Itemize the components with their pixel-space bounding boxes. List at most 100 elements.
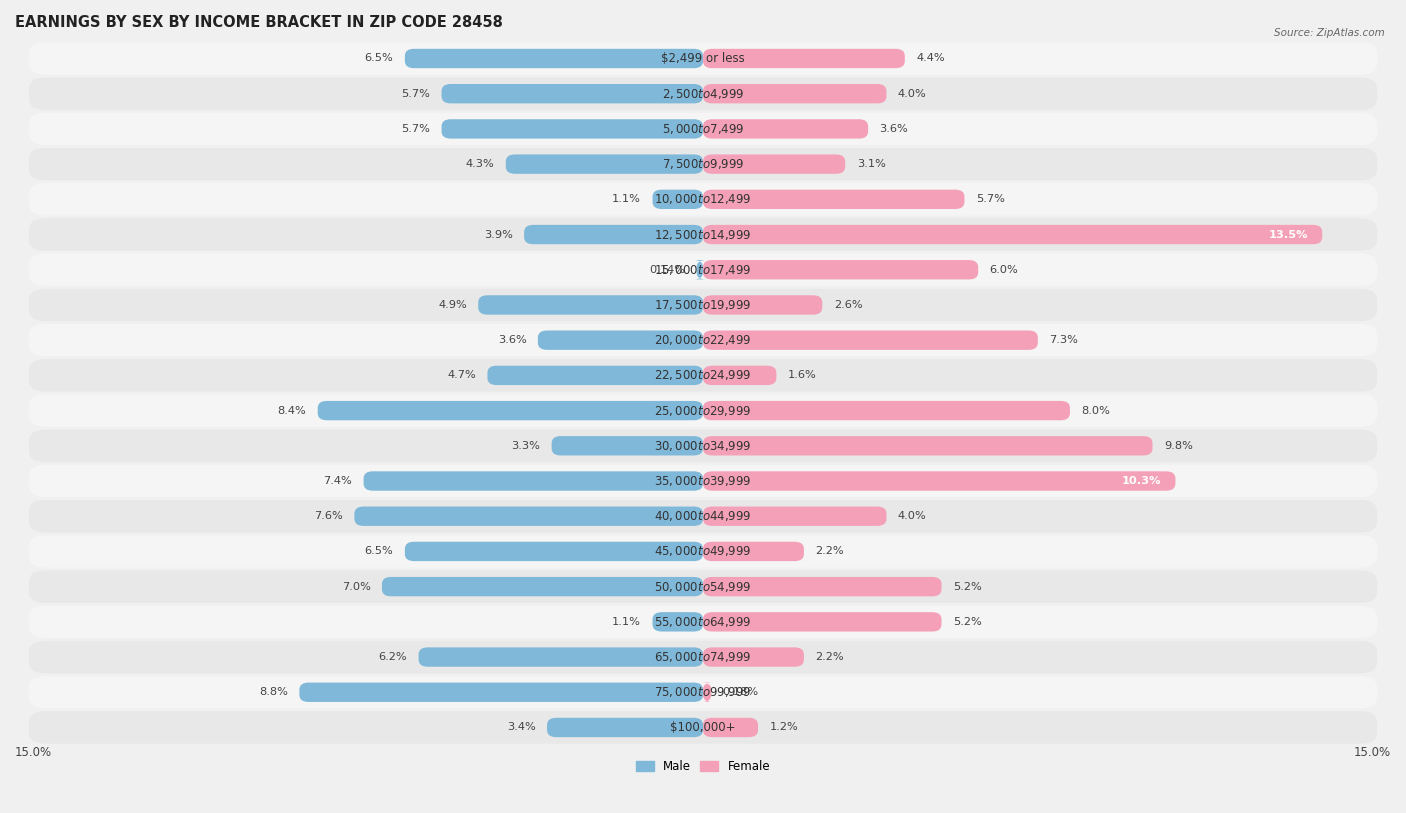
FancyBboxPatch shape [28, 77, 1378, 110]
Text: 0.14%: 0.14% [650, 265, 685, 275]
Text: 15.0%: 15.0% [1354, 746, 1391, 759]
FancyBboxPatch shape [28, 711, 1378, 744]
Text: $65,000 to $74,999: $65,000 to $74,999 [654, 650, 752, 664]
Text: $2,499 or less: $2,499 or less [661, 52, 745, 65]
Text: 6.5%: 6.5% [364, 546, 394, 556]
Text: 5.7%: 5.7% [976, 194, 1005, 204]
FancyBboxPatch shape [703, 225, 1322, 244]
FancyBboxPatch shape [28, 359, 1378, 392]
Text: 3.9%: 3.9% [484, 229, 513, 240]
FancyBboxPatch shape [28, 394, 1378, 427]
FancyBboxPatch shape [703, 718, 758, 737]
Text: 5.2%: 5.2% [953, 617, 981, 627]
Text: 2.6%: 2.6% [834, 300, 862, 310]
Text: $45,000 to $49,999: $45,000 to $49,999 [654, 545, 752, 559]
FancyBboxPatch shape [488, 366, 703, 385]
Text: $55,000 to $64,999: $55,000 to $64,999 [654, 615, 752, 628]
FancyBboxPatch shape [703, 120, 868, 138]
FancyBboxPatch shape [28, 606, 1378, 638]
FancyBboxPatch shape [28, 254, 1378, 286]
FancyBboxPatch shape [28, 429, 1378, 462]
Text: 4.3%: 4.3% [465, 159, 495, 169]
FancyBboxPatch shape [693, 260, 706, 280]
Text: 3.6%: 3.6% [880, 124, 908, 134]
FancyBboxPatch shape [28, 641, 1378, 673]
FancyBboxPatch shape [652, 189, 703, 209]
Text: 4.7%: 4.7% [447, 371, 477, 380]
FancyBboxPatch shape [703, 506, 886, 526]
FancyBboxPatch shape [299, 683, 703, 702]
Text: 13.5%: 13.5% [1270, 229, 1309, 240]
Text: 1.6%: 1.6% [787, 371, 817, 380]
Text: 6.2%: 6.2% [378, 652, 408, 662]
Text: 3.6%: 3.6% [498, 335, 526, 346]
Text: $20,000 to $22,499: $20,000 to $22,499 [654, 333, 752, 347]
Text: $2,500 to $4,999: $2,500 to $4,999 [662, 87, 744, 101]
Text: EARNINGS BY SEX BY INCOME BRACKET IN ZIP CODE 28458: EARNINGS BY SEX BY INCOME BRACKET IN ZIP… [15, 15, 503, 30]
Text: 5.7%: 5.7% [401, 89, 430, 98]
FancyBboxPatch shape [28, 676, 1378, 708]
FancyBboxPatch shape [28, 571, 1378, 602]
Text: $75,000 to $99,999: $75,000 to $99,999 [654, 685, 752, 699]
Text: 5.2%: 5.2% [953, 581, 981, 592]
FancyBboxPatch shape [702, 683, 713, 702]
Text: 9.8%: 9.8% [1164, 441, 1192, 450]
Text: 4.0%: 4.0% [898, 89, 927, 98]
Text: $15,000 to $17,499: $15,000 to $17,499 [654, 263, 752, 276]
FancyBboxPatch shape [28, 42, 1378, 75]
Text: $10,000 to $12,499: $10,000 to $12,499 [654, 193, 752, 207]
Text: 1.2%: 1.2% [769, 723, 799, 733]
Text: $35,000 to $39,999: $35,000 to $39,999 [654, 474, 752, 488]
FancyBboxPatch shape [28, 535, 1378, 567]
Text: 7.4%: 7.4% [323, 476, 352, 486]
FancyBboxPatch shape [703, 366, 776, 385]
Text: 2.2%: 2.2% [815, 546, 844, 556]
Text: 6.0%: 6.0% [990, 265, 1018, 275]
FancyBboxPatch shape [28, 219, 1378, 250]
Text: 7.0%: 7.0% [342, 581, 370, 592]
Text: $100,000+: $100,000+ [671, 721, 735, 734]
Text: 1.1%: 1.1% [612, 617, 641, 627]
Text: $22,500 to $24,999: $22,500 to $24,999 [654, 368, 752, 382]
Text: 5.7%: 5.7% [401, 124, 430, 134]
FancyBboxPatch shape [703, 49, 905, 68]
Text: $12,500 to $14,999: $12,500 to $14,999 [654, 228, 752, 241]
FancyBboxPatch shape [703, 541, 804, 561]
FancyBboxPatch shape [703, 84, 886, 103]
FancyBboxPatch shape [318, 401, 703, 420]
Text: 7.3%: 7.3% [1049, 335, 1078, 346]
FancyBboxPatch shape [405, 49, 703, 68]
FancyBboxPatch shape [382, 577, 703, 596]
FancyBboxPatch shape [364, 472, 703, 491]
FancyBboxPatch shape [441, 84, 703, 103]
Text: $5,000 to $7,499: $5,000 to $7,499 [662, 122, 744, 136]
FancyBboxPatch shape [703, 401, 1070, 420]
FancyBboxPatch shape [524, 225, 703, 244]
Text: 3.1%: 3.1% [856, 159, 886, 169]
Text: $50,000 to $54,999: $50,000 to $54,999 [654, 580, 752, 593]
FancyBboxPatch shape [28, 113, 1378, 145]
Text: 3.4%: 3.4% [506, 723, 536, 733]
FancyBboxPatch shape [703, 189, 965, 209]
Text: 8.8%: 8.8% [259, 687, 288, 698]
FancyBboxPatch shape [28, 500, 1378, 533]
FancyBboxPatch shape [652, 612, 703, 632]
FancyBboxPatch shape [28, 148, 1378, 180]
FancyBboxPatch shape [441, 120, 703, 138]
FancyBboxPatch shape [703, 295, 823, 315]
Text: 10.3%: 10.3% [1122, 476, 1161, 486]
FancyBboxPatch shape [703, 577, 942, 596]
Text: $25,000 to $29,999: $25,000 to $29,999 [654, 403, 752, 418]
FancyBboxPatch shape [551, 436, 703, 455]
Text: $40,000 to $44,999: $40,000 to $44,999 [654, 509, 752, 524]
FancyBboxPatch shape [405, 541, 703, 561]
Text: 8.4%: 8.4% [277, 406, 307, 415]
Text: Source: ZipAtlas.com: Source: ZipAtlas.com [1274, 28, 1385, 38]
FancyBboxPatch shape [703, 612, 942, 632]
FancyBboxPatch shape [547, 718, 703, 737]
Text: 2.2%: 2.2% [815, 652, 844, 662]
FancyBboxPatch shape [703, 436, 1153, 455]
Text: 3.3%: 3.3% [512, 441, 540, 450]
FancyBboxPatch shape [28, 324, 1378, 356]
FancyBboxPatch shape [703, 472, 1175, 491]
